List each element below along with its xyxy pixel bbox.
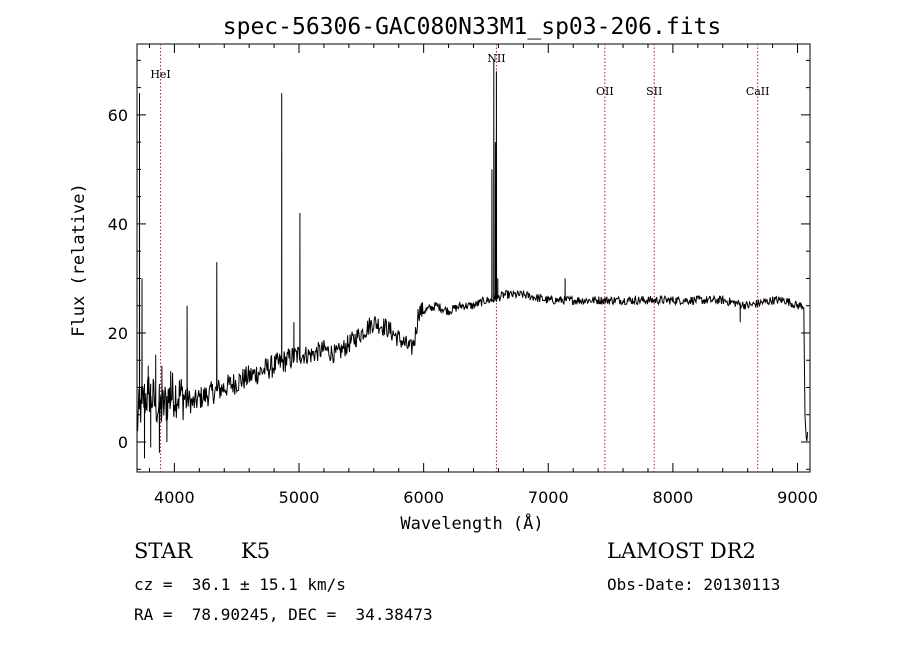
x-tick-label: 8000 (653, 488, 694, 507)
plot-area: HeI NII OII SII CaII 4000 5000 6000 7000 8000 900… (108, 43, 818, 507)
line-label-caii: CaII (746, 85, 770, 98)
y-tick-label: 40 (108, 215, 128, 234)
obs-date: Obs-Date: 20130113 (607, 575, 780, 594)
line-label-nii: NII (487, 52, 505, 65)
plot-frame (136, 43, 811, 473)
spectrum-line (136, 60, 809, 459)
redshift-readout: cz = 36.1 ± 15.1 km/s (134, 575, 346, 594)
spectral-subclass: K5 (241, 539, 270, 563)
x-tick-label: 7000 (528, 488, 569, 507)
chart-title: spec-56306-GAC080N33M1_sp03-206.fits (223, 14, 722, 40)
y-tick-label: 0 (118, 433, 128, 452)
y-axis-ticks: 0 20 40 60 (108, 59, 810, 470)
x-axis-label: Wavelength (Å) (400, 512, 543, 534)
line-label-hei: HeI (150, 68, 170, 81)
x-tick-label: 4000 (154, 488, 195, 507)
survey-name: LAMOST DR2 (607, 539, 756, 563)
y-tick-label: 60 (108, 106, 128, 125)
x-tick-label: 9000 (777, 488, 818, 507)
x-tick-label: 6000 (403, 488, 444, 507)
y-axis-label: Flux (relative) (69, 183, 89, 337)
line-markers: HeI NII OII SII CaII (150, 44, 769, 472)
x-axis-ticks: 4000 5000 6000 7000 8000 9000 (148, 44, 818, 507)
x-tick-label: 5000 (279, 488, 320, 507)
line-label-sii: SII (646, 85, 662, 98)
y-tick-label: 20 (108, 324, 128, 343)
line-label-oii: OII (596, 85, 614, 98)
object-class: STAR (134, 539, 193, 563)
coordinates-readout: RA = 78.90245, DEC = 34.38473 (134, 605, 433, 624)
